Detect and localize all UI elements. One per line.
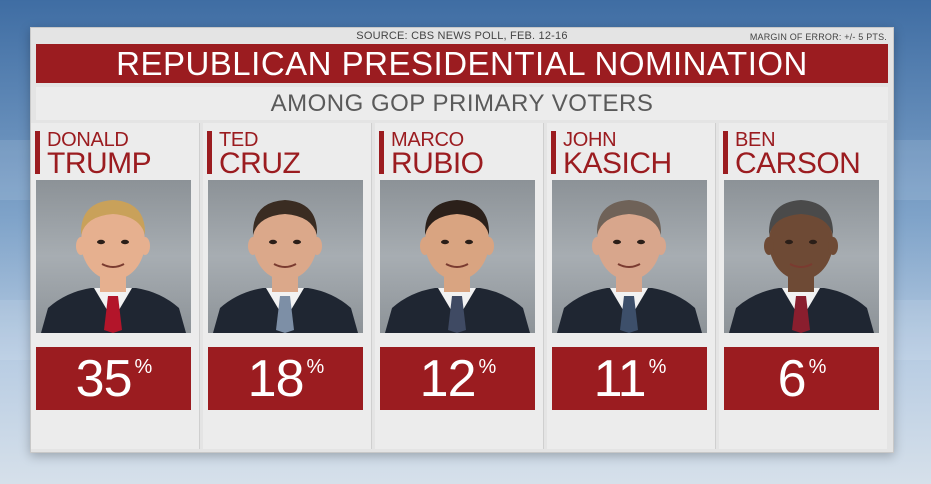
- candidate-first-name: DONALD: [47, 129, 129, 151]
- candidate-portrait-icon: [729, 200, 874, 333]
- percent-sign: %: [134, 356, 153, 378]
- percent-sign: %: [478, 356, 497, 378]
- candidate-photo: [724, 180, 879, 333]
- percentage-value: 12: [419, 350, 477, 408]
- candidate-first-name: BEN: [735, 129, 776, 151]
- candidate-first-name: TED: [219, 129, 259, 151]
- candidate-photo: [552, 180, 707, 333]
- percentage-value: 18: [247, 350, 305, 408]
- candidate-card: DONALD TRUMP 35%: [31, 123, 200, 449]
- candidate-name: TED CRUZ: [207, 127, 367, 179]
- candidate-last-name: RUBIO: [391, 147, 484, 180]
- percentage-value: 6: [777, 350, 807, 408]
- candidate-portrait-icon: [41, 200, 186, 333]
- candidate-first-name: JOHN: [563, 129, 617, 151]
- candidate-photo: [208, 180, 363, 333]
- candidate-name: MARCO RUBIO: [379, 127, 539, 179]
- page-subtitle: AMONG GOP PRIMARY VOTERS: [36, 87, 888, 120]
- source-label: SOURCE: CBS NEWS POLL, FEB. 12-16: [356, 30, 568, 42]
- percentage-box: 18%: [208, 347, 363, 410]
- name-accent-bar: [35, 131, 40, 174]
- percentage-value: 11: [593, 350, 647, 408]
- percentage-box: 11%: [552, 347, 707, 410]
- candidate-name: DONALD TRUMP: [35, 127, 195, 179]
- candidate-last-name: CARSON: [735, 147, 861, 180]
- candidate-portrait-icon: [213, 200, 358, 333]
- percent-sign: %: [648, 356, 667, 378]
- percentage-box: 12%: [380, 347, 535, 410]
- candidate-last-name: KASICH: [563, 147, 672, 180]
- candidate-portrait-icon: [385, 200, 530, 333]
- name-accent-bar: [379, 131, 384, 174]
- page-title: REPUBLICAN PRESIDENTIAL NOMINATION: [36, 44, 888, 83]
- margin-of-error-label: MARGIN OF ERROR: +/- 5 PTS.: [749, 32, 887, 42]
- percentage-box: 35%: [36, 347, 191, 410]
- candidate-card: TED CRUZ 18%: [203, 123, 372, 449]
- candidate-photo: [380, 180, 535, 333]
- candidate-first-name: MARCO: [391, 129, 464, 151]
- candidate-card: MARCO RUBIO 12%: [375, 123, 544, 449]
- candidate-photo: [36, 180, 191, 333]
- candidate-card: JOHN KASICH 11%: [547, 123, 716, 449]
- candidate-name: BEN CARSON: [723, 127, 883, 179]
- percentage-box: 6%: [724, 347, 879, 410]
- name-accent-bar: [551, 131, 556, 174]
- candidate-card: BEN CARSON 6%: [719, 123, 887, 449]
- percent-sign: %: [808, 356, 827, 378]
- name-accent-bar: [207, 131, 212, 174]
- candidate-name: JOHN KASICH: [551, 127, 711, 179]
- percent-sign: %: [306, 356, 325, 378]
- candidate-portrait-icon: [557, 200, 702, 333]
- percentage-value: 35: [75, 350, 133, 408]
- name-accent-bar: [723, 131, 728, 174]
- candidate-last-name: TRUMP: [47, 147, 152, 180]
- poll-panel: SOURCE: CBS NEWS POLL, FEB. 12-16 MARGIN…: [30, 27, 894, 453]
- candidate-last-name: CRUZ: [219, 147, 301, 180]
- source-row: SOURCE: CBS NEWS POLL, FEB. 12-16 MARGIN…: [31, 28, 893, 44]
